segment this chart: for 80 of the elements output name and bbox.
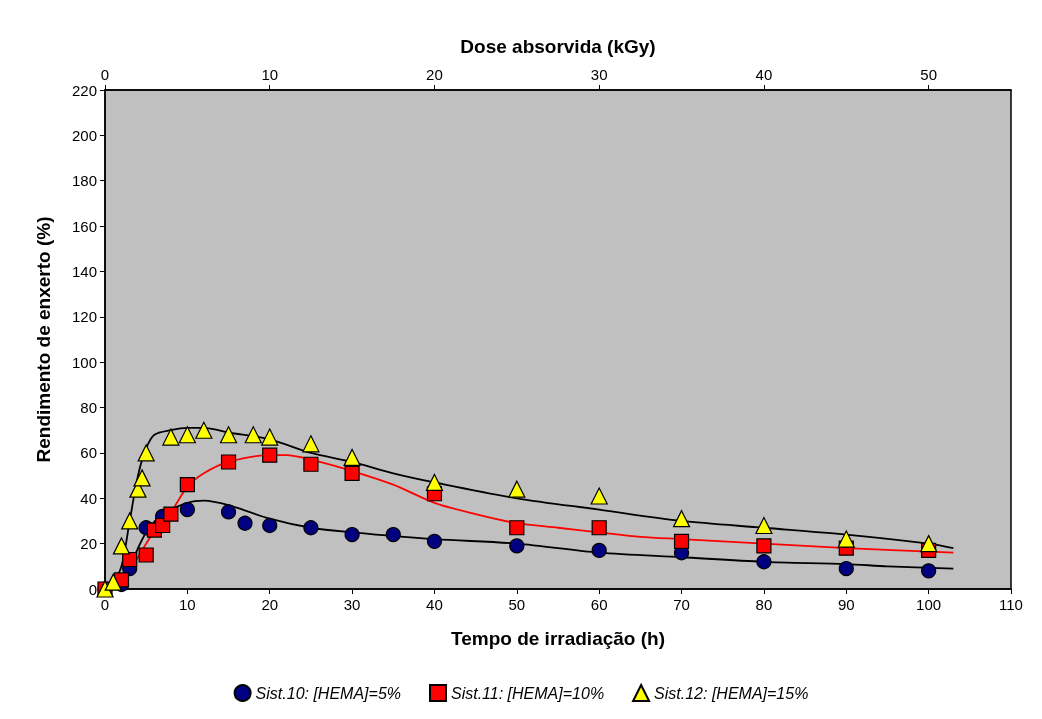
point: [138, 547, 154, 563]
point: [755, 516, 773, 535]
x-tick-label: 70: [673, 596, 690, 613]
y-tick-label: 220: [71, 81, 97, 99]
y-axis-title: Rendimento de enxerto (%): [33, 216, 54, 463]
x-tick-label: 110: [999, 596, 1023, 613]
y-tick-label: 20: [80, 535, 97, 553]
x2-tick-label: 0: [100, 66, 110, 83]
y-tick-label: 120: [71, 308, 97, 326]
point: [302, 435, 320, 453]
legend-label: Sist.10: [HEMA]=5%: [255, 684, 401, 702]
y-tick-label: 40: [80, 489, 97, 507]
point: [303, 520, 319, 536]
point: [590, 487, 608, 505]
y-tick-label: 100: [71, 353, 97, 371]
y-tick-label: 180: [71, 172, 97, 190]
point: [673, 533, 690, 549]
point: [672, 510, 691, 528]
point: [509, 520, 525, 536]
point: [244, 426, 262, 444]
point: [426, 533, 443, 549]
y-tick-label: 200: [71, 126, 97, 144]
point: [133, 469, 151, 487]
point: [344, 526, 360, 543]
point: [920, 535, 938, 553]
x2-tick-label: 40: [755, 66, 773, 83]
point: [343, 448, 361, 467]
point: [137, 444, 155, 462]
x-tick-label: 40: [426, 596, 443, 613]
x2-tick-label: 20: [426, 66, 443, 83]
point: [178, 426, 196, 444]
x-tick-label: 0: [100, 596, 110, 613]
x-tick-label: 50: [508, 596, 526, 613]
point: [163, 506, 179, 522]
x-tick-label: 10: [179, 596, 196, 613]
point: [220, 504, 237, 520]
x2-tick-label: 50: [920, 66, 937, 83]
point: [425, 473, 444, 491]
y-tick-label: 60: [80, 444, 97, 462]
point: [219, 426, 238, 444]
x2-axis-title: Dose absorvida (kGy): [460, 36, 656, 57]
x-tick-label: 80: [755, 596, 773, 613]
y-tick-label: 140: [71, 262, 97, 280]
x-tick-label: 60: [590, 596, 608, 613]
x2-tick-label: 10: [261, 66, 279, 83]
point: [121, 512, 139, 530]
point: [195, 421, 213, 439]
y-tick-label: 80: [80, 399, 97, 417]
x-tick-label: 90: [837, 596, 855, 613]
point: [921, 563, 937, 579]
x-axis-title: Tempo de irradiação (h): [451, 628, 665, 649]
point: [262, 517, 278, 534]
point: [262, 447, 278, 463]
point: [838, 560, 854, 577]
point: [104, 573, 122, 591]
x-tick-label: 100: [916, 596, 942, 613]
x-tick-label: 20: [261, 596, 279, 613]
x2-tick-label: 30: [590, 66, 608, 83]
point: [508, 480, 526, 498]
point: [756, 538, 772, 554]
legend-label: Sist.12: [HEMA]=15%: [654, 684, 809, 702]
legend-label: Sist.11: [HEMA]=10%: [451, 684, 605, 702]
point: [237, 515, 253, 531]
point: [837, 530, 855, 548]
point: [385, 526, 401, 543]
point: [179, 502, 195, 518]
y-tick-label: 0: [88, 580, 97, 598]
point: [509, 538, 525, 554]
point: [112, 537, 131, 555]
point: [162, 428, 180, 446]
y-tick-label: 160: [71, 217, 97, 235]
point: [303, 456, 319, 472]
point: [220, 454, 237, 470]
point: [756, 554, 772, 570]
point: [344, 465, 360, 481]
x-tick-label: 30: [343, 596, 361, 613]
point: [591, 542, 607, 559]
point: [261, 428, 279, 446]
point: [179, 477, 195, 493]
point: [591, 520, 607, 536]
